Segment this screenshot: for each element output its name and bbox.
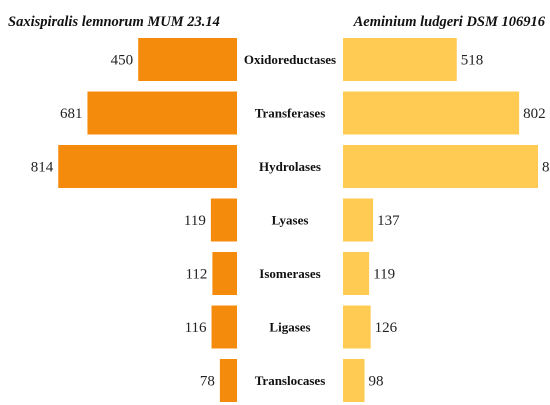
right-value-label-ligases: 126 bbox=[375, 320, 398, 336]
category-label-transferases: Transferases bbox=[255, 106, 326, 121]
category-label-hydrolases: Hydrolases bbox=[259, 159, 321, 174]
category-label-oxidoreductases: Oxidoreductases bbox=[244, 52, 336, 67]
left-bar-transferases bbox=[87, 91, 237, 135]
right-value-label-translocases: 98 bbox=[369, 374, 384, 390]
left-value-label-hydrolases: 814 bbox=[31, 160, 54, 176]
right-value-label-transferases: 802 bbox=[523, 106, 546, 122]
right-bar-ligases bbox=[343, 305, 371, 349]
bars-layer bbox=[58, 38, 538, 402]
left-value-label-transferases: 681 bbox=[60, 106, 83, 122]
category-label-ligases: Ligases bbox=[269, 320, 310, 335]
right-bar-hydrolases bbox=[343, 145, 538, 188]
right-bar-translocases bbox=[343, 359, 365, 402]
left-bar-lyases bbox=[210, 198, 237, 242]
left-bar-translocases bbox=[219, 359, 237, 402]
right-bar-transferases bbox=[343, 91, 520, 135]
right-value-label-hydrolases: 888 bbox=[542, 160, 550, 176]
left-value-label-ligases: 116 bbox=[185, 320, 207, 336]
right-value-label-oxidoreductases: 518 bbox=[461, 53, 484, 69]
right-bar-lyases bbox=[343, 198, 374, 242]
right-value-label-isomerases: 119 bbox=[373, 267, 395, 283]
category-label-lyases: Lyases bbox=[272, 213, 309, 228]
left-value-label-lyases: 119 bbox=[184, 213, 206, 229]
left-value-label-isomerases: 112 bbox=[185, 267, 207, 283]
left-bar-oxidoreductases bbox=[138, 38, 237, 81]
right-series-title: Aeminium ludgeri DSM 106916 bbox=[353, 14, 546, 30]
left-bar-isomerases bbox=[212, 252, 237, 295]
right-value-label-lyases: 137 bbox=[377, 213, 400, 229]
left-bar-ligases bbox=[211, 305, 237, 349]
left-value-label-translocases: 78 bbox=[200, 374, 215, 390]
right-bar-isomerases bbox=[343, 252, 370, 295]
labels-layer: Oxidoreductases 450 518 Transferases 681 802 H… bbox=[31, 52, 550, 390]
left-bar-hydrolases bbox=[58, 145, 237, 188]
right-bar-oxidoreductases bbox=[343, 38, 457, 81]
left-series-title: Saxispiralis lemnorum MUM 23.14 bbox=[8, 14, 220, 30]
category-label-translocases: Translocases bbox=[255, 373, 326, 388]
category-label-isomerases: Isomerases bbox=[259, 266, 320, 281]
left-value-label-oxidoreductases: 450 bbox=[111, 53, 134, 69]
